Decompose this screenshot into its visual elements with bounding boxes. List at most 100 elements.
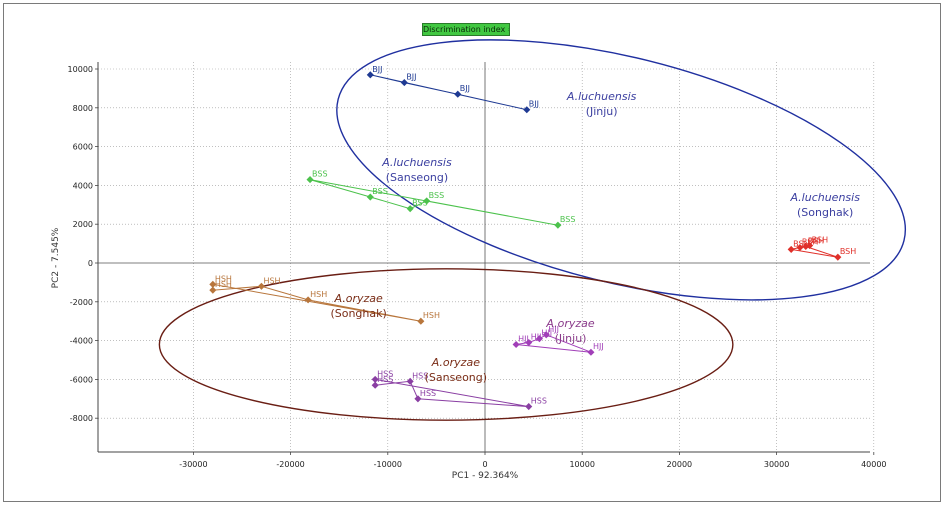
data-point [525,339,533,347]
data-point-label: BJJ [460,84,470,93]
y-tick-label: -2000 [70,298,93,307]
data-point-label: HSH [423,311,440,320]
data-point [525,403,533,411]
data-point-label: HJJ [531,333,542,342]
data-point [366,193,374,201]
x-tick-label: 30000 [764,460,789,469]
data-point-label: BSS [560,215,576,224]
data-point-label: HSH [215,274,232,283]
data-point-label: HSS [377,369,393,378]
data-point [554,221,562,229]
group-ellipses [158,39,907,421]
series-bjj: BJJ BJJ BJJ BJJ [366,65,539,114]
annotation-species: A.oryzae [333,292,383,305]
y-tick-label: 4000 [73,181,93,190]
data-point [787,245,795,253]
annotation-place: (Songhak) [797,206,853,219]
y-tick-label: 8000 [73,104,93,113]
annotation-species: A.luchuensis [381,156,452,169]
x-tick-label: 40000 [861,460,886,469]
data-point-label: BJJ [406,73,416,82]
data-point [400,79,408,87]
data-point [834,253,842,261]
data-point-label: BJJ [529,100,539,109]
x-tick-label: 20000 [667,460,692,469]
data-point-label: HJJ [518,334,529,343]
data-point [423,197,431,205]
data-point-label: BSH [793,239,809,248]
data-point-label: HSH [310,290,327,299]
y-tick-label: -4000 [70,337,93,346]
data-point [796,243,804,252]
series-outline [309,179,558,226]
y-axis-label: PC2 - 7.545% [51,227,61,288]
y-tick-label: -6000 [70,375,93,384]
data-point [587,348,595,356]
data-point [304,296,312,304]
group-annotations: A.luchuensis (Jinju) A.luchuensis (Sanseong… [330,90,860,384]
data-point [306,176,314,184]
data-point-label: BSH [840,247,856,256]
data-point-label: BSH [812,236,828,245]
data-point [371,375,379,383]
discrimination-index-badge: Discrimination index = 85 [422,23,510,36]
data-point-label: HJJ [593,342,604,351]
x-axis-label: PC1 - 92.364% [452,471,519,481]
x-tick-label: 10000 [569,460,594,469]
data-point-label: BSS [312,170,328,179]
y-tick-label: -8000 [70,414,93,423]
annotation-species: A.oryzae [431,356,481,369]
annotation-place: (Jinju) [586,105,618,118]
data-point [454,90,462,98]
series-outline [370,74,527,111]
data-point-label: HSH [263,276,280,285]
y-tick-label: 6000 [73,143,93,152]
data-series: BJJBJJBJJBJJBSSBSSBSSBSSBSSBSHBSHBSHBSHB… [209,65,856,411]
data-point-label: HSH [215,280,232,289]
annotation-place: (Sanseong) [425,371,487,384]
y-tick-label: 2000 [73,220,93,229]
data-point-label: HSS [412,371,428,380]
annotation-species: A.oryzae [545,317,595,330]
y-tick-label: 0 [88,259,93,268]
data-point [802,242,810,251]
x-tick-label: 0 [482,460,487,469]
grid-lines [98,62,875,452]
data-point-label: HJJ [548,325,559,334]
group-ellipse [158,268,734,421]
data-point [417,317,425,325]
annotation-species: A.luchuensis [789,191,860,204]
data-point [535,335,543,343]
data-point-label: BSH [808,237,824,246]
data-point [542,331,550,339]
x-tick-label: -20000 [276,460,304,469]
y-tick-label: 10000 [68,65,93,74]
data-point [209,280,217,288]
data-point [406,205,414,213]
data-point [523,106,531,114]
annotation-place: (Songhak) [330,307,386,320]
data-point-label: BSH [802,237,818,246]
data-point-label: HSS [420,389,436,398]
data-point-label: BSS [372,187,388,196]
axes: -30000 -20000 -10000 0 10000 20000 30000 40000-… [68,62,887,469]
data-point-label: HSS [531,397,547,406]
series-hjj: HJJHJJHJJHJJHJJ [512,325,604,356]
annotation-place: (Jinju) [555,332,587,345]
data-point-label: HSS [377,375,393,384]
data-point [366,71,374,79]
data-point-label: BSS [429,191,445,200]
data-point-label: BJJ [372,65,382,74]
data-point [512,340,520,349]
data-point [371,381,379,389]
annotation-species: A.luchuensis [566,90,637,103]
data-point [209,286,217,294]
data-point-label: BSS [412,199,428,208]
data-point [414,395,422,403]
annotation-place: (Sanseong) [386,171,448,184]
data-point [257,282,265,290]
